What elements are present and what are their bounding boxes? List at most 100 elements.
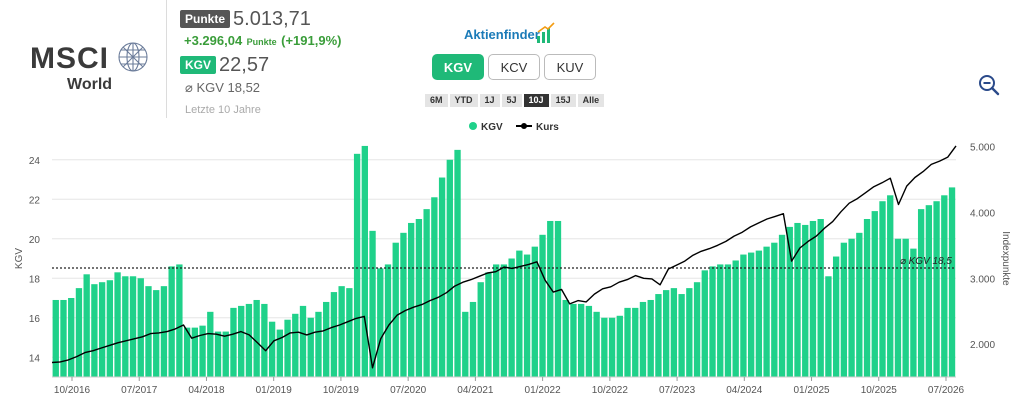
kgv-bar <box>423 209 430 377</box>
x-tick-label: 04/2018 <box>188 385 225 396</box>
kgv-bar <box>299 305 307 377</box>
kgv-bar <box>539 234 546 377</box>
kgv-bar <box>485 272 492 377</box>
kgv-bar <box>832 256 840 377</box>
kgv-bar <box>230 307 237 377</box>
x-tick-label: 07/2023 <box>659 385 696 396</box>
kgv-chart: KGV Kurs ⌀ KGV 18,5 14 16 18 20 22 24 2.000 3.0… <box>14 122 1011 396</box>
range-1j[interactable]: 1J <box>479 94 500 107</box>
kgv-bar <box>724 264 732 377</box>
kgv-bar <box>647 299 654 377</box>
kgv-bar <box>268 321 276 377</box>
kgv-bar <box>562 299 569 377</box>
x-tick-label: 01/2019 <box>256 385 293 396</box>
kgv-bar <box>75 288 83 377</box>
kgv-bar <box>353 153 361 377</box>
kgv-bar <box>547 220 554 377</box>
y-right-tick-label: 4.000 <box>970 208 995 219</box>
kgv-bar <box>593 311 600 377</box>
kgv-button[interactable]: KGV <box>432 54 484 80</box>
zoom-out-icon <box>979 75 1000 96</box>
range-6m[interactable]: 6M <box>425 94 448 107</box>
kgv-bar <box>477 282 484 377</box>
kgv-bar <box>338 286 345 377</box>
kgv-bar <box>400 232 407 377</box>
kgv-bar <box>709 266 716 377</box>
y-right-tick-label: 5.000 <box>970 143 995 154</box>
kgv-bar <box>68 298 75 377</box>
kgv-bar <box>763 246 770 377</box>
kgv-bar <box>245 303 253 377</box>
y-left-tick-label: 16 <box>29 314 41 325</box>
zoom-out-button[interactable] <box>978 74 1000 101</box>
kgv-bar <box>91 284 98 377</box>
kgv-bar <box>902 238 909 377</box>
avg-kgv-label: ⌀ KGV 18,5 <box>900 256 953 267</box>
change-percent: (+191,9%) <box>281 33 342 48</box>
kgv-bar <box>323 301 330 377</box>
kgv-bar <box>701 270 708 377</box>
logo-subtitle: World <box>67 76 113 93</box>
x-tick-label: 10/2025 <box>861 385 898 396</box>
kgv-bar <box>137 278 144 377</box>
kcv-button[interactable]: KCV <box>488 54 540 80</box>
kgv-bar <box>253 299 260 377</box>
kgv-bar <box>747 252 755 377</box>
period-note: Letzte 10 Jahre <box>185 104 261 116</box>
kgv-bar <box>52 299 59 377</box>
kgv-bar <box>145 286 152 377</box>
aktienfinder-logo[interactable]: Aktienfinder <box>464 22 555 46</box>
range-ytd[interactable]: YTD <box>449 94 478 107</box>
kuv-button[interactable]: KUV <box>544 54 596 80</box>
growth-bars-icon <box>537 22 555 43</box>
kgv-bar <box>655 294 662 377</box>
kgv-bar <box>678 294 685 377</box>
kgv-bar <box>408 222 415 377</box>
kgv-bar <box>670 288 678 377</box>
x-tick-label: 10/2022 <box>592 385 629 396</box>
kgv-bar <box>83 274 90 377</box>
x-tick-label: 10/2019 <box>323 385 360 396</box>
kgv-bar <box>578 303 585 377</box>
kgv-bar <box>114 272 121 377</box>
kgv-bar <box>438 177 446 377</box>
kgv-bar <box>431 197 438 377</box>
x-tick-label: 04/2021 <box>457 385 494 396</box>
kgv-bar <box>786 226 793 377</box>
range-10j[interactable]: 10J <box>523 94 549 107</box>
kgv-bar <box>377 268 384 377</box>
y-left-tick-label: 18 <box>29 274 41 285</box>
y-right-tick-label: 2.000 <box>970 340 995 351</box>
header-divider <box>166 0 167 118</box>
x-tick-label: 10/2016 <box>54 385 91 396</box>
kgv-bar <box>848 238 855 377</box>
kgv-bar <box>608 317 616 377</box>
msci-world-logo: MSCI World <box>30 40 155 95</box>
x-tick-label: 07/2020 <box>390 385 427 396</box>
kgv-bar <box>917 209 925 377</box>
kgv-bar <box>199 325 206 377</box>
kgv-bar <box>910 248 917 377</box>
kgv-bar <box>292 313 299 377</box>
kgv-bar <box>191 327 199 377</box>
kgv-bar <box>802 224 809 377</box>
y-left-tick-label: 24 <box>29 156 41 167</box>
range-alle[interactable]: Alle <box>577 94 605 107</box>
range-15j[interactable]: 15J <box>550 94 576 107</box>
kgv-bar <box>207 311 214 377</box>
range-5j[interactable]: 5J <box>501 94 522 107</box>
legend-kgv-label: KGV <box>481 122 503 133</box>
kgv-bar <box>585 305 593 377</box>
x-tick-label: 07/2026 <box>928 385 965 396</box>
kgv-bar <box>500 264 508 377</box>
range-selector: 6M YTD 1J 5J 10J 15J Alle <box>425 94 605 107</box>
kgv-bar <box>740 254 747 377</box>
kgv-bar <box>98 282 106 377</box>
kgv-bar <box>531 246 538 377</box>
kgv-bar <box>60 299 67 377</box>
kgv-bar <box>732 260 739 377</box>
change-value: +3.296,04 <box>184 33 243 48</box>
kgv-bar <box>369 230 376 377</box>
kgv-bar <box>168 266 175 377</box>
price-row: Punkte 5.013,71 <box>180 8 311 31</box>
